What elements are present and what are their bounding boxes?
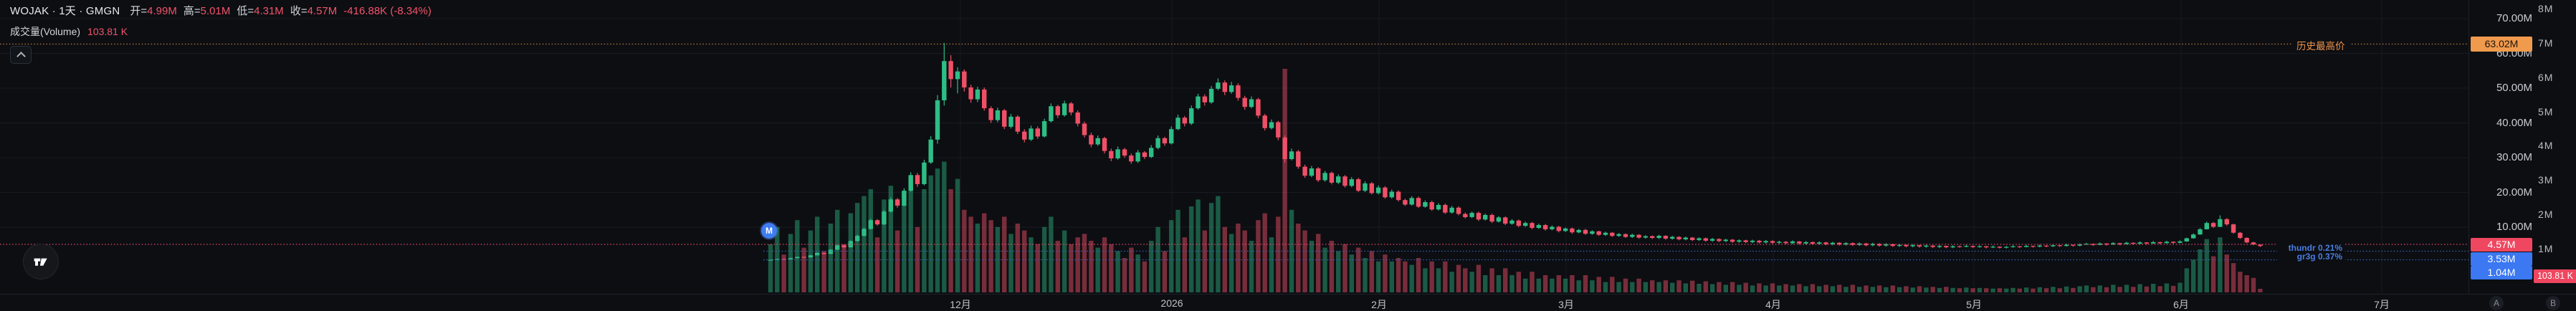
chevron-up-icon xyxy=(16,52,26,61)
price-tick-label: 40.00M xyxy=(2496,116,2532,129)
volume-tick-label: 8M xyxy=(2538,3,2554,14)
ath-price-badge: 63.02M xyxy=(2471,37,2532,52)
price-badge: 3.53M xyxy=(2471,252,2532,266)
ath-line-label: 历史最高价 xyxy=(2292,38,2350,52)
volume-tick-label: 7M xyxy=(2538,37,2554,49)
ohlc-label: 收= xyxy=(290,5,307,17)
event-marker-m[interactable]: M xyxy=(761,223,777,239)
change-value: -416.88K (-8.34%) xyxy=(343,5,431,17)
ohlc-values: 开=4.99M 高=5.01M 低=4.31M 收=4.57M xyxy=(130,5,343,17)
price-tick-label: 30.00M xyxy=(2496,151,2532,163)
price-tick-label: 10.00M xyxy=(2496,221,2532,233)
chart-canvas[interactable] xyxy=(0,0,2468,294)
holder-line-label: gr3g 0.37% xyxy=(2277,252,2345,262)
symbol-ohlc-row: WOJAK · 1天 · GMGN 开=4.99M 高=5.01M 低=4.31M 收=… xyxy=(10,4,431,19)
chart-legend: WOJAK · 1天 · GMGN 开=4.99M 高=5.01M 低=4.31M 收=… xyxy=(10,4,431,39)
time-tick-label: 3月 xyxy=(1558,299,1574,310)
volume-tick-label: 5M xyxy=(2538,106,2554,118)
price-badge: 4.57M xyxy=(2471,238,2532,252)
price-tick-label: 70.00M xyxy=(2496,12,2532,24)
ohlc-label: 高= xyxy=(183,5,201,17)
volume-tick-label: 1M xyxy=(2538,243,2554,254)
price-tick-label: 20.00M xyxy=(2496,186,2532,198)
ohlc-value: 4.31M xyxy=(254,5,284,17)
volume-tick-label: 4M xyxy=(2538,140,2554,151)
time-tick-label: 2026 xyxy=(1160,297,1183,309)
collapse-pane-button[interactable] xyxy=(10,46,32,64)
time-tick-label: 6月 xyxy=(2173,299,2189,310)
ohlc-value: 4.57M xyxy=(307,5,338,17)
tradingview-logo-icon xyxy=(34,258,47,266)
ohlc-label: 低= xyxy=(237,5,254,17)
price-scale-toggle-a[interactable]: A xyxy=(2489,296,2504,310)
price-tick-label: 50.00M xyxy=(2496,82,2532,94)
time-scale[interactable]: 12月 2026 2月 3月 4月 5月 6月 7月 A B xyxy=(0,294,2576,311)
volume-tick-label: 6M xyxy=(2538,72,2554,83)
volume-tick-label: 2M xyxy=(2538,209,2554,220)
volume-label: 成交量(Volume) xyxy=(10,26,81,37)
holder-line-label: thundr 0.21% xyxy=(2277,243,2345,253)
price-scale[interactable]: 70.00M 60.00M 50.00M 40.00M 30.00M 20.00M 10.0… xyxy=(2468,0,2576,294)
symbol-title[interactable]: WOJAK · 1天 · GMGN xyxy=(10,5,120,17)
time-tick-label: 4月 xyxy=(1765,299,1781,310)
ohlc-value: 5.01M xyxy=(200,5,231,17)
tradingview-logo[interactable] xyxy=(24,244,58,279)
candlestick-plot[interactable] xyxy=(0,0,2468,294)
time-tick-label: 2月 xyxy=(1371,299,1387,310)
volume-row: 成交量(Volume) 103.81 K xyxy=(10,24,431,39)
price-scale-toggle-b[interactable]: B xyxy=(2546,296,2560,310)
volume-value: 103.81 K xyxy=(87,26,128,37)
ohlc-label: 开= xyxy=(130,5,148,17)
time-tick-label: 5月 xyxy=(1966,299,1982,310)
time-tick-label: 7月 xyxy=(2374,299,2390,310)
price-badge: 1.04M xyxy=(2471,266,2532,279)
volume-badge: 103.81 K xyxy=(2534,269,2576,283)
time-tick-label: 12月 xyxy=(950,299,971,310)
volume-tick-label: 3M xyxy=(2538,174,2554,186)
ohlc-value: 4.99M xyxy=(147,5,177,17)
